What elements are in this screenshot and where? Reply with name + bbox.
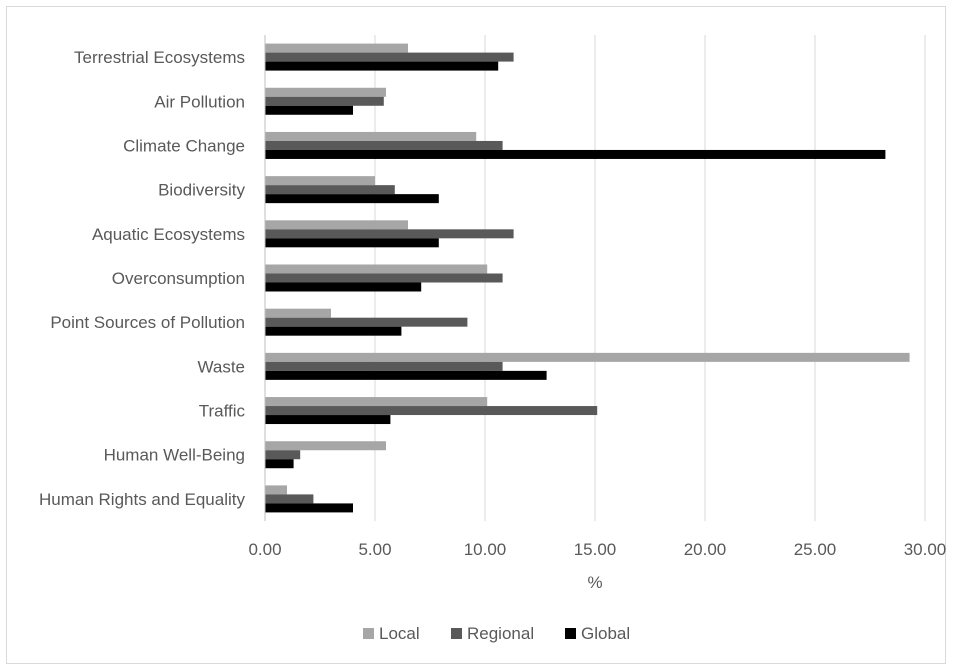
bar-global-9	[265, 415, 391, 425]
bar-global-8	[265, 370, 547, 380]
category-label: Terrestrial Ecosystems	[74, 48, 245, 67]
bar-regional-7	[265, 317, 468, 327]
x-tick-label: 5.00	[358, 540, 391, 559]
bar-global-6	[265, 282, 422, 292]
x-tick-label: 0.00	[248, 540, 281, 559]
category-label: Climate Change	[123, 136, 245, 155]
bar-regional-4	[265, 185, 395, 195]
bar-regional-1	[265, 52, 514, 62]
bar-global-11	[265, 503, 353, 513]
legend-swatch-global	[565, 628, 576, 639]
legend-label-global: Global	[581, 624, 630, 643]
bar-global-10	[265, 459, 294, 469]
category-labels: Terrestrial Ecosystems Air Pollution Clima…	[39, 48, 246, 509]
bar-local-11	[265, 485, 287, 495]
x-tick-label: 30.00	[904, 540, 947, 559]
bar-local-5	[265, 220, 408, 230]
category-label: Air Pollution	[154, 92, 245, 111]
bar-regional-2	[265, 96, 384, 106]
bar-regional-6	[265, 273, 503, 283]
bar-regional-10	[265, 450, 301, 460]
bar-chart: Terrestrial Ecosystems Air Pollution Clima…	[39, 35, 946, 643]
category-label: Human Well-Being	[104, 446, 245, 465]
bar-global-3	[265, 149, 886, 159]
bar-regional-5	[265, 229, 514, 239]
legend-label-regional: Regional	[467, 624, 534, 643]
bar-local-4	[265, 176, 375, 186]
bar-regional-8	[265, 361, 503, 371]
category-label: Waste	[197, 357, 245, 376]
category-label: Aquatic Ecosystems	[92, 225, 245, 244]
category-label: Overconsumption	[112, 269, 245, 288]
bar-local-3	[265, 131, 477, 141]
bar-local-9	[265, 397, 488, 407]
x-tick-label: 20.00	[684, 540, 727, 559]
bar-regional-3	[265, 140, 503, 150]
bar-local-1	[265, 43, 408, 53]
chart-frame: Terrestrial Ecosystems Air Pollution Clima…	[6, 6, 946, 664]
bar-global-7	[265, 326, 402, 336]
x-axis-label: %	[587, 573, 602, 592]
category-label: Biodiversity	[158, 181, 245, 200]
bar-local-2	[265, 87, 386, 97]
legend: Local Regional Global	[363, 624, 630, 643]
category-label: Point Sources of Pollution	[50, 313, 245, 332]
bar-global-5	[265, 238, 439, 248]
bar-local-8	[265, 352, 910, 362]
bar-global-1	[265, 61, 499, 71]
x-tick-label: 10.00	[464, 540, 507, 559]
bar-global-4	[265, 194, 439, 204]
bar-global-2	[265, 105, 353, 115]
category-label: Human Rights and Equality	[39, 490, 246, 509]
x-tick-labels: 0.00 5.00 10.00 15.00 20.00 25.00 30.00	[248, 540, 946, 559]
x-tick-label: 25.00	[794, 540, 837, 559]
category-label: Traffic	[199, 402, 246, 421]
bar-local-7	[265, 308, 331, 318]
legend-label-local: Local	[379, 624, 420, 643]
bar-local-6	[265, 264, 488, 274]
x-tick-label: 15.00	[574, 540, 617, 559]
bars	[265, 43, 910, 513]
legend-swatch-local	[363, 628, 374, 639]
bar-regional-11	[265, 494, 314, 504]
gridlines	[374, 35, 926, 521]
legend-swatch-regional	[451, 628, 462, 639]
bar-local-10	[265, 441, 386, 451]
bar-regional-9	[265, 406, 598, 416]
